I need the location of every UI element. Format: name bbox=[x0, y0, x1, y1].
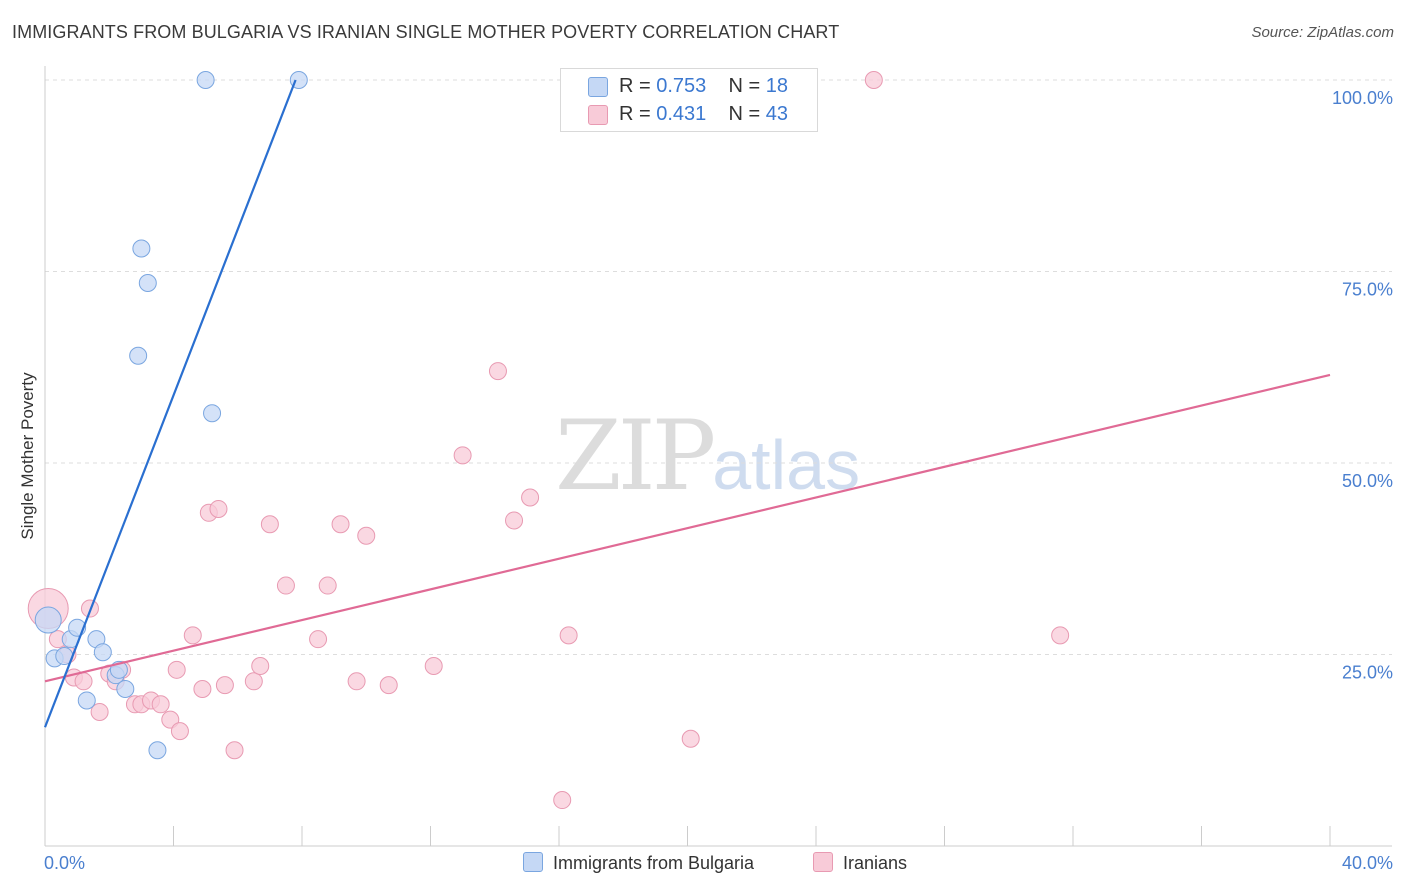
bulgaria-point bbox=[34, 606, 62, 634]
pink-swatch-icon bbox=[813, 852, 833, 872]
iranian-trendline bbox=[44, 373, 1331, 683]
r-label: R = bbox=[619, 75, 657, 97]
source-label: Source: ZipAtlas.com bbox=[1251, 24, 1394, 41]
bulgaria-point bbox=[116, 679, 135, 698]
iranian-point bbox=[215, 676, 234, 695]
n-label: N = bbox=[728, 103, 766, 125]
iranian-point bbox=[424, 656, 443, 675]
iranian-point bbox=[488, 362, 507, 381]
iranian-point bbox=[553, 791, 572, 810]
iranian-point bbox=[357, 526, 376, 545]
n-value: 43 bbox=[765, 103, 789, 125]
iranian-point bbox=[347, 672, 366, 691]
iranian-point bbox=[193, 679, 212, 698]
iranian-point bbox=[167, 660, 186, 679]
iranian-point bbox=[251, 656, 270, 675]
blue-swatch-icon bbox=[588, 77, 608, 97]
iranian-point bbox=[260, 515, 279, 534]
legend-label-iranians: Iranians bbox=[843, 853, 908, 873]
bulgaria-point bbox=[129, 346, 148, 365]
blue-swatch-icon bbox=[523, 852, 543, 872]
y-tick-label: 25.0% bbox=[1342, 663, 1393, 683]
correlation-legend: R = 0.753 N = 18 R = 0.431 N = 43 bbox=[560, 68, 818, 132]
iranian-point bbox=[331, 515, 350, 534]
watermark: ZIPatlas bbox=[555, 400, 860, 512]
bulgaria-point bbox=[132, 239, 151, 258]
iranian-point bbox=[681, 729, 700, 748]
r-value: 0.753 bbox=[656, 75, 707, 97]
iranian-point bbox=[1051, 626, 1070, 645]
iranian-point bbox=[170, 722, 189, 741]
watermark-zip: ZIP bbox=[555, 400, 716, 512]
bulgaria-point bbox=[77, 691, 96, 710]
iranian-point bbox=[161, 710, 180, 729]
legend-item-iranians: Iranians bbox=[813, 852, 907, 874]
pink-swatch-icon bbox=[588, 105, 608, 125]
iranian-point bbox=[309, 630, 328, 649]
iranian-point bbox=[521, 488, 540, 507]
r-value: 0.431 bbox=[656, 103, 707, 125]
n-label: N = bbox=[728, 75, 766, 97]
iranian-point bbox=[379, 676, 398, 695]
iranian-point bbox=[864, 71, 883, 89]
bulgaria-point bbox=[203, 404, 222, 423]
iranian-point bbox=[505, 511, 524, 530]
bulgaria-trendline bbox=[43, 79, 297, 728]
iranian-point bbox=[318, 576, 337, 595]
y-axis-title: Single Mother Poverty bbox=[18, 372, 37, 540]
bulgaria-point bbox=[138, 273, 157, 292]
n-value: 18 bbox=[765, 75, 789, 97]
iranian-point bbox=[453, 446, 472, 465]
x-tick-label: 40.0% bbox=[1342, 853, 1393, 873]
bulgaria-point bbox=[148, 741, 167, 760]
x-tick-label: 0.0% bbox=[44, 853, 85, 873]
legend-item-bulgaria: Immigrants from Bulgaria bbox=[523, 852, 754, 874]
watermark-atlas: atlas bbox=[712, 426, 861, 504]
iranian-point bbox=[225, 741, 244, 760]
y-tick-label: 75.0% bbox=[1342, 280, 1393, 300]
legend-label-bulgaria: Immigrants from Bulgaria bbox=[553, 853, 755, 873]
iranian-point bbox=[74, 672, 93, 691]
y-tick-label: 50.0% bbox=[1342, 471, 1393, 491]
iranian-point bbox=[559, 626, 578, 645]
chart-title: IMMIGRANTS FROM BULGARIA VS IRANIAN SING… bbox=[12, 22, 840, 42]
y-tick-label: 100.0% bbox=[1332, 88, 1393, 108]
bulgaria-point bbox=[93, 643, 112, 662]
iranian-point bbox=[209, 499, 228, 518]
iranian-point bbox=[183, 626, 202, 645]
iranian-point bbox=[90, 702, 109, 721]
iranian-point bbox=[276, 576, 295, 595]
r-label: R = bbox=[619, 103, 657, 125]
iranian-point bbox=[151, 695, 170, 714]
bulgaria-point bbox=[196, 71, 215, 89]
iranian-point bbox=[244, 672, 263, 691]
